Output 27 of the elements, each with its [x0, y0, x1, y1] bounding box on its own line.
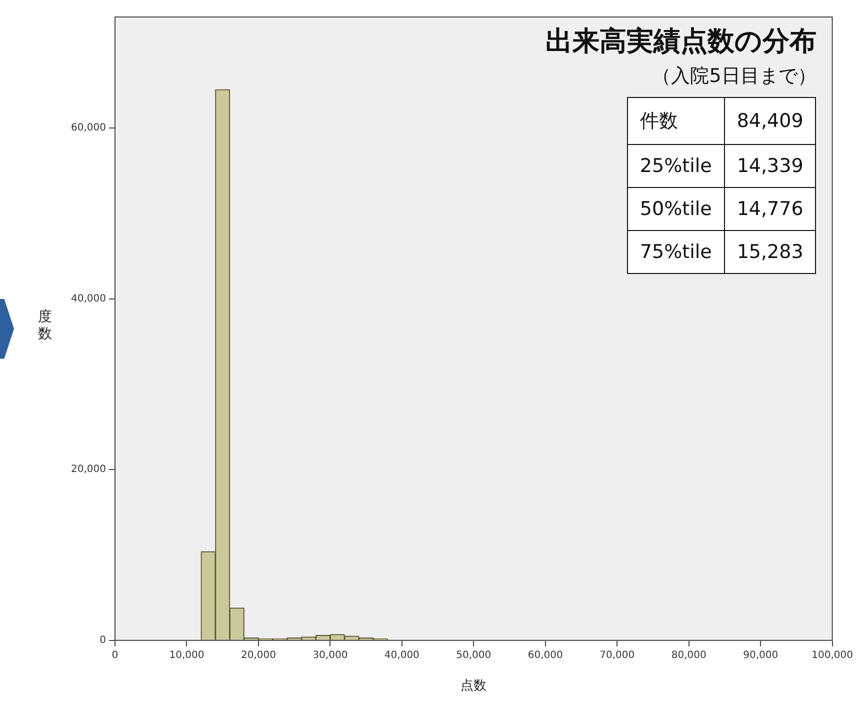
x-tick-label: 30,000: [312, 650, 348, 661]
annotation: 75%tile: [627, 230, 724, 274]
chart-title: 出来高実績点数の分布: [545, 25, 816, 59]
x-tick-label: 40,000: [384, 650, 420, 661]
x-tick-label: 50,000: [456, 650, 492, 661]
y-axis-title: 度数: [38, 308, 52, 343]
annotation: 50%tile: [627, 188, 724, 230]
annotation: 14,339: [724, 144, 816, 188]
x-tick-label: 20,000: [240, 650, 276, 661]
text: （入院5日目まで）: [651, 64, 816, 89]
y-tick-label: 0: [100, 634, 106, 646]
annotation: 件数: [627, 98, 724, 144]
x-axis-title: 点数: [460, 678, 487, 694]
x-tick-label: 70,000: [600, 650, 635, 661]
annotation: 84,409: [724, 98, 816, 144]
x-tick-label: 90,000: [743, 650, 778, 661]
x-tick-label: 80,000: [671, 650, 706, 661]
annotation: 25%tile: [627, 144, 724, 188]
y-tick-label: 60,000: [70, 122, 106, 134]
annotation: 14,776: [724, 188, 816, 230]
x-tick-label: 60,000: [528, 650, 563, 661]
x-tick-label: 10,000: [169, 650, 204, 661]
x-tick-label: 0: [112, 650, 118, 661]
annotation: 15,283: [724, 230, 816, 274]
y-tick-label: 40,000: [70, 293, 106, 304]
x-tick-label: 100,000: [812, 650, 854, 661]
y-tick-label: 20,000: [70, 464, 106, 476]
